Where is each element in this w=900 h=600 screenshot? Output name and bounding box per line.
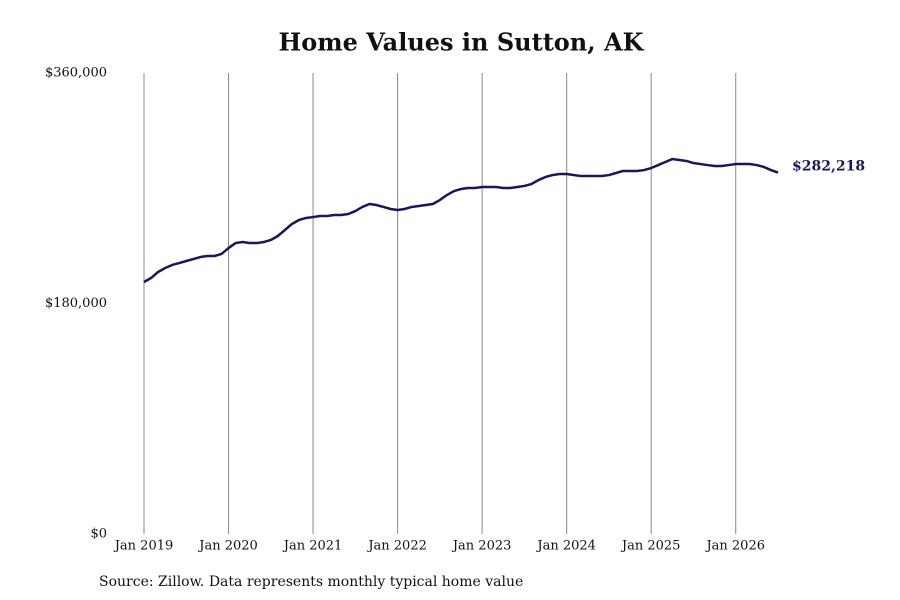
end-value-label: $282,218 <box>792 159 865 175</box>
y-tick-label: $180,000 <box>45 296 107 311</box>
x-tick-label: Jan 2026 <box>704 539 765 554</box>
x-tick-label: Jan 2020 <box>197 539 258 554</box>
x-tick-label: Jan 2019 <box>113 539 174 554</box>
x-tick-label: Jan 2021 <box>282 539 343 554</box>
line-series <box>143 157 779 284</box>
source-note: Source: Zillow. Data represents monthly … <box>99 574 523 590</box>
x-tick-label: Jan 2025 <box>620 539 681 554</box>
chart-title: Home Values in Sutton, AK <box>279 28 645 57</box>
y-tick-label: $360,000 <box>45 66 107 81</box>
y-tick-label: $0 <box>90 527 107 542</box>
x-tick-label: Jan 2022 <box>366 539 427 554</box>
x-tick-label: Jan 2023 <box>451 539 512 554</box>
x-tick-label: Jan 2024 <box>535 539 596 554</box>
